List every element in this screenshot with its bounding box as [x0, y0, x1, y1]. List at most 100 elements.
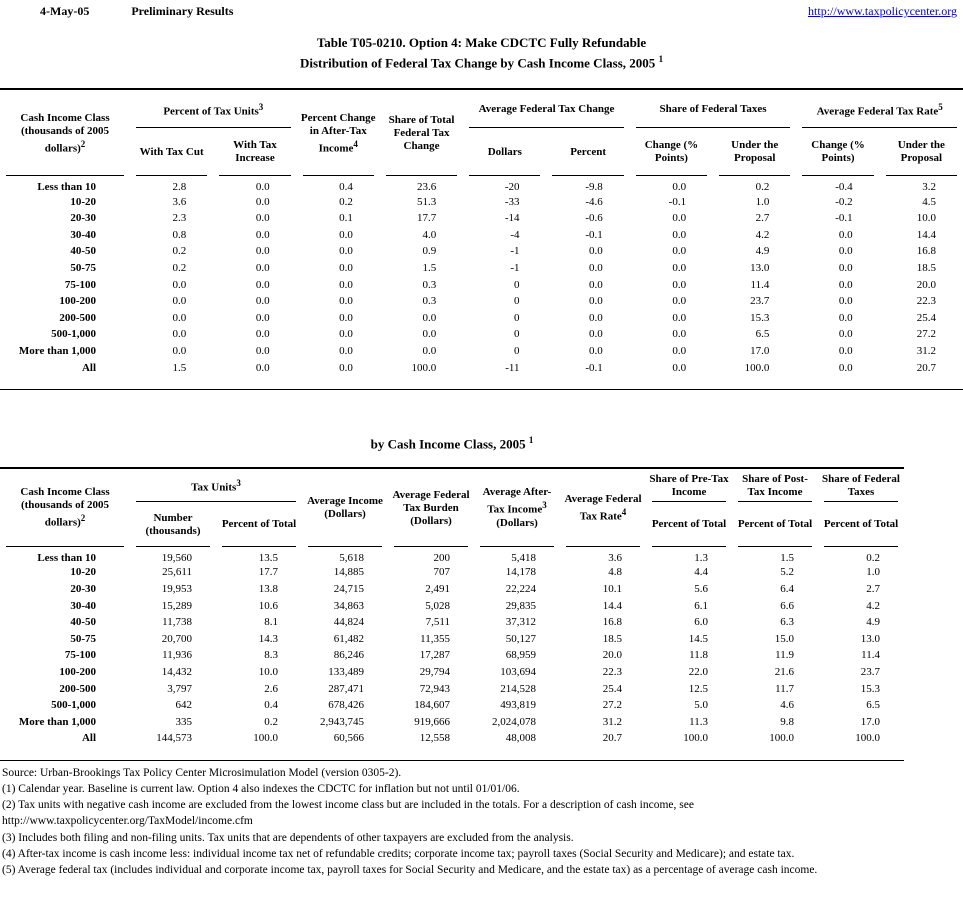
- header-avg-federal-tax-burden: Average Federal Tax Burden (Dollars): [388, 469, 474, 548]
- site-link[interactable]: http://www.taxpolicycenter.org: [808, 4, 957, 18]
- cell-value: 24,715: [333, 583, 364, 596]
- row-label: 75-100: [64, 278, 96, 291]
- footnote-2-url: http://www.taxpolicycenter.org/TaxModel/…: [2, 815, 253, 828]
- cell-value: 0.0: [838, 295, 853, 308]
- cell-value: 0.0: [672, 344, 687, 357]
- cell-value: 20.7: [916, 361, 936, 374]
- cell-value: 0.0: [255, 181, 270, 194]
- cell-value: 214,528: [500, 682, 536, 695]
- cell-value: 0.0: [422, 344, 437, 357]
- cell-value: 4.9: [866, 616, 880, 629]
- cell-value: -0.1: [585, 361, 603, 374]
- cell-value: 0.2: [866, 552, 880, 565]
- cell-value: 72,943: [419, 682, 450, 695]
- cell-value: 0.0: [339, 295, 353, 308]
- cell-value: -1: [510, 245, 520, 258]
- table-row: 500-1,000 642 0.4 678,426 184,607 493,819 27.2…: [0, 697, 904, 714]
- cell-value: 27.2: [602, 699, 622, 712]
- header-change-points-2: Change (% Points): [796, 128, 880, 177]
- cell-value: 20.0: [602, 649, 622, 662]
- cell-value: 0.2: [339, 195, 353, 208]
- cell-value: 0: [513, 344, 520, 357]
- cell-value: 493,819: [500, 699, 536, 712]
- cell-value: 29,794: [419, 666, 450, 679]
- cell-value: 9.8: [780, 715, 794, 728]
- table-row: 500-1,000 0.0 0.0 0.0 0.0 0 0.0 0.0 6.5 0.0 27.2: [0, 326, 963, 343]
- cell-value: 678,426: [328, 699, 364, 712]
- cell-value: 5,028: [425, 599, 450, 612]
- header-share-total-federal-tax-change: Share of Total Federal Tax Change: [379, 90, 464, 177]
- row-label: 200-500: [59, 682, 96, 695]
- footnote-4: (4) After-tax income is cash income less…: [2, 847, 795, 860]
- header-percent-of-total-fedtax: Percent of Total: [818, 502, 904, 548]
- cell-value: -0.4: [835, 181, 853, 194]
- cell-value: 5.0: [694, 699, 708, 712]
- header-under-the-proposal: Under the Proposal: [713, 128, 797, 177]
- cell-value: 13.8: [258, 583, 278, 596]
- cell-value: 642: [175, 699, 193, 712]
- baseline-distribution-table: Cash Income Class (thousands of 2005 dol…: [0, 469, 904, 747]
- cell-value: 2,943,745: [320, 715, 364, 728]
- cell-value: 6.5: [755, 328, 770, 341]
- cell-value: 21.6: [774, 666, 794, 679]
- cell-value: 2.3: [172, 212, 187, 225]
- header-percent-of-total: Percent of Total: [216, 502, 302, 548]
- cell-value: 1.5: [172, 361, 187, 374]
- cell-value: 0.0: [672, 295, 687, 308]
- header-avg-after-tax-income: Average After-Tax Income3 (Dollars): [474, 469, 560, 548]
- cell-value: 0.0: [589, 344, 603, 357]
- cell-value: 0.0: [422, 328, 437, 341]
- cell-value: 13.5: [258, 552, 278, 565]
- cell-value: 0.0: [672, 262, 687, 274]
- cell-value: 22,224: [505, 583, 536, 596]
- cell-value: -0.1: [835, 212, 853, 225]
- cell-value: -0.6: [585, 212, 603, 225]
- cell-value: 1.5: [780, 552, 794, 565]
- header-share-of-federal-taxes: Share of Federal Taxes: [629, 90, 797, 129]
- cell-value: 18.5: [916, 262, 936, 274]
- cell-value: 16.8: [602, 616, 622, 629]
- cell-value: 14.3: [258, 632, 278, 645]
- footnote-2: (2) Tax units with negative cash income …: [2, 799, 694, 812]
- cell-value: 1.3: [694, 552, 708, 565]
- cell-value: 13.0: [860, 632, 880, 645]
- cell-value: 0.0: [672, 181, 687, 194]
- row-label: 500-1,000: [51, 699, 96, 712]
- cell-value: 707: [433, 566, 451, 579]
- cell-value: -1: [510, 262, 520, 274]
- cell-value: 0.0: [339, 245, 353, 258]
- cell-value: 37,312: [505, 616, 536, 629]
- table-row: 50-75 0.2 0.0 0.0 1.5 -1 0.0 0.0 13.0 0.0 18.5: [0, 260, 963, 277]
- cell-value: 2,024,078: [492, 715, 536, 728]
- cell-value: 3.6: [608, 552, 622, 565]
- header-percent: Percent: [546, 128, 630, 177]
- table-row: 30-40 0.8 0.0 0.0 4.0 -4 -0.1 0.0 4.2 0.0 14.4: [0, 227, 963, 244]
- cell-value: -20: [504, 181, 520, 194]
- row-label: 100-200: [59, 666, 96, 679]
- tax-change-table-wrap: Cash Income Class (thousands of 2005 dol…: [0, 88, 963, 390]
- cell-value: 12,558: [419, 732, 450, 745]
- cell-value: 6.6: [780, 599, 794, 612]
- cell-value: 16.8: [916, 245, 936, 258]
- cell-value: 0.0: [672, 328, 687, 341]
- cell-value: 0.0: [172, 328, 187, 341]
- cell-value: 0: [513, 311, 520, 324]
- cell-value: 15.0: [774, 632, 794, 645]
- header-income-class-2: Cash Income Class (thousands of 2005 dol…: [0, 469, 130, 548]
- cell-value: 0.0: [838, 328, 853, 341]
- cell-value: 0.1: [339, 212, 353, 225]
- row-label: All: [81, 732, 96, 745]
- table-row: 75-100 0.0 0.0 0.0 0.3 0 0.0 0.0 11.4 0.0 20.0: [0, 276, 963, 293]
- cell-value: 0: [513, 295, 520, 308]
- cell-value: -0.2: [835, 195, 853, 208]
- double-rule: [0, 88, 963, 91]
- cell-value: 23.7: [750, 295, 770, 308]
- cell-value: 2.7: [866, 583, 880, 596]
- cell-value: 0.0: [672, 311, 687, 324]
- cell-value: 11,936: [162, 649, 192, 662]
- header-share-federal-taxes-2: Share of Federal Taxes: [818, 469, 904, 503]
- cell-value: 17.0: [750, 344, 770, 357]
- cell-value: 1.5: [422, 262, 437, 274]
- header-percent-of-total-pretax: Percent of Total: [646, 502, 732, 548]
- cell-value: 0.0: [838, 344, 853, 357]
